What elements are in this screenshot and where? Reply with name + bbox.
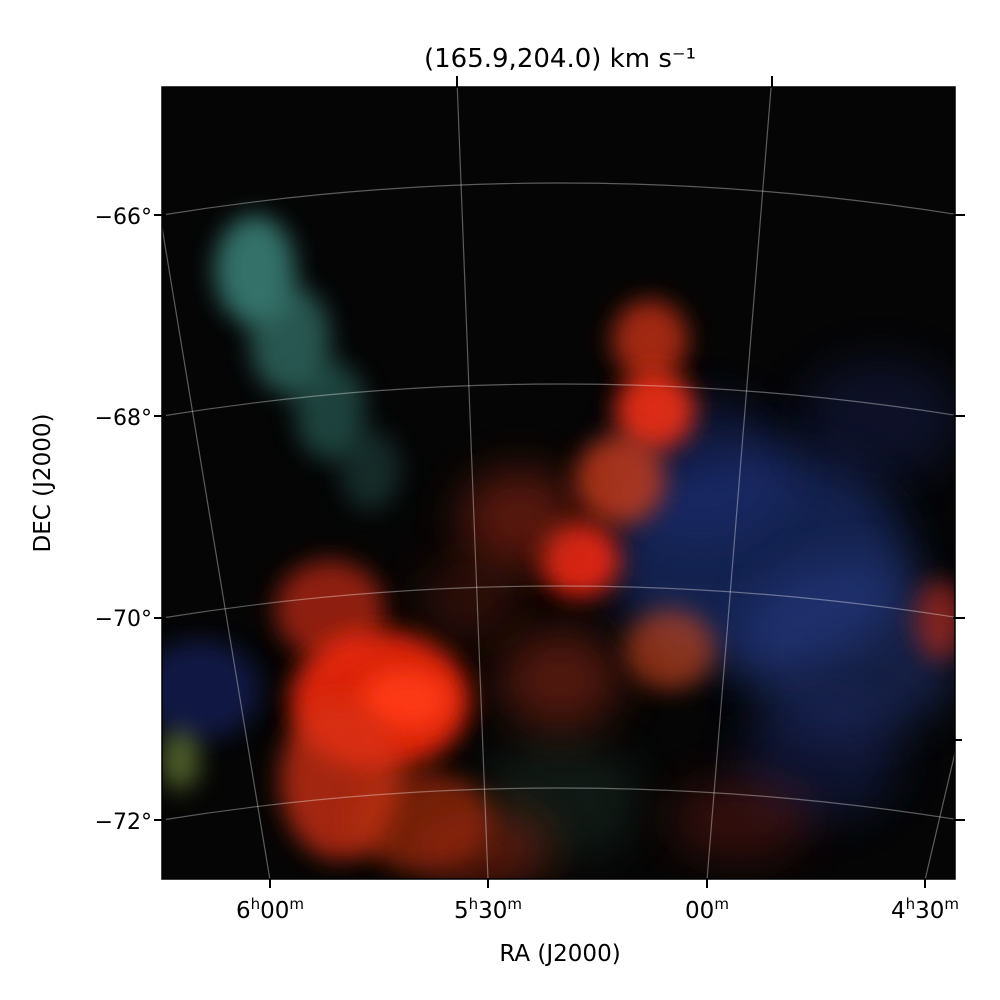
x-tick-labels: 6h00m 5h30m 00m 4h30m (236, 895, 959, 924)
y-tick-label: −72° (95, 810, 152, 835)
emission-region (500, 630, 620, 730)
emission-region (615, 370, 695, 450)
emission-region (670, 780, 810, 860)
ra-gridline (456, 87, 489, 879)
dec-gridline (162, 182, 955, 216)
plot-frame (161, 86, 956, 880)
dec-gridline (162, 585, 955, 619)
emission-region (575, 435, 665, 525)
emission-region (915, 580, 955, 660)
x-axis-label: RA (J2000) (499, 941, 620, 967)
emission-region (360, 670, 450, 730)
ra-gridline (706, 87, 772, 879)
emission-blobs (162, 215, 955, 879)
x-tick-label: 00m (685, 895, 729, 924)
emission-region (295, 360, 365, 460)
emission-region (162, 640, 260, 740)
ra-gridline (162, 223, 271, 879)
emission-image (162, 87, 955, 879)
x-tick-label: 5h30m (454, 895, 522, 924)
emission-region (420, 560, 520, 640)
emission-region (250, 285, 330, 395)
emission-region (460, 470, 580, 570)
y-tick-label: −68° (95, 406, 152, 431)
emission-region (740, 560, 955, 740)
dec-gridline (162, 787, 955, 821)
y-axis-label: DEC (J2000) (30, 414, 56, 553)
coordinate-grid (162, 87, 955, 879)
emission-region (625, 610, 715, 690)
emission-region (410, 810, 550, 879)
y-tick-label: −70° (95, 607, 152, 632)
x-tick-label: 6h00m (236, 895, 304, 924)
x-tick-label: 4h30m (891, 895, 959, 924)
emission-region (340, 430, 400, 510)
ra-gridline (924, 750, 955, 879)
emission-region (162, 730, 200, 790)
chart-title: (165.9,204.0) km s⁻¹ (424, 44, 696, 74)
emission-region (612, 300, 688, 380)
y-tick-label: −66° (95, 205, 152, 230)
dec-gridline (162, 383, 955, 417)
axis-ticks (154, 76, 965, 888)
emission-region (800, 360, 955, 480)
